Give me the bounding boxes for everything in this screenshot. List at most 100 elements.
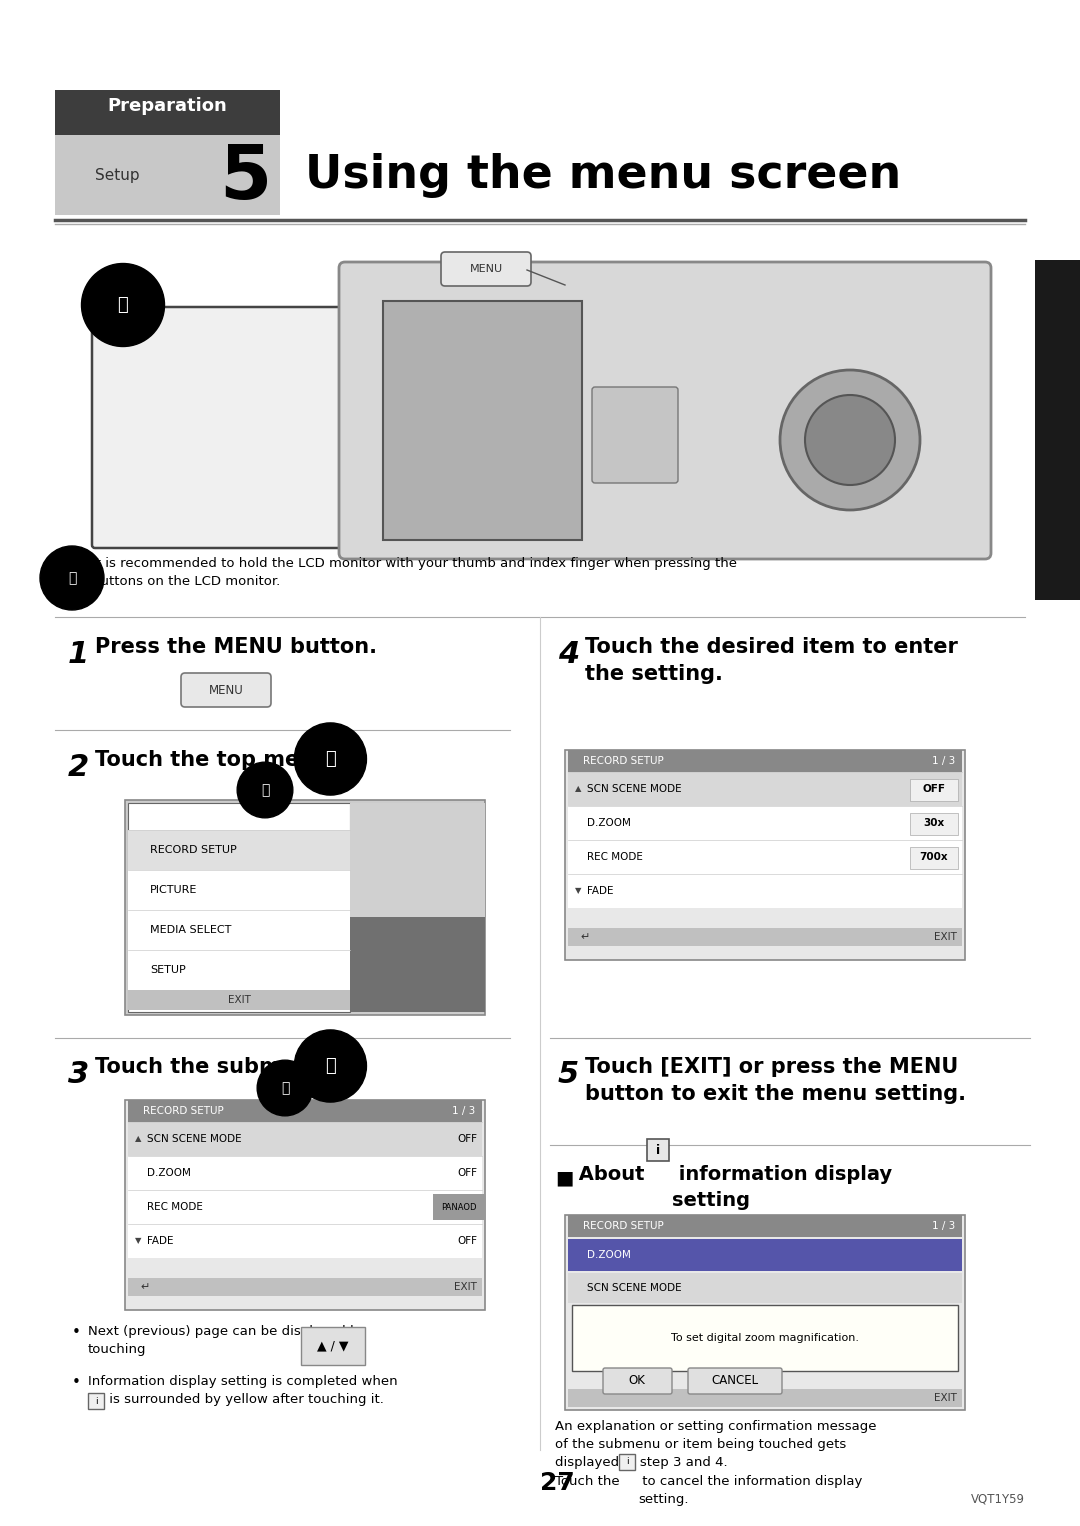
Text: EXIT: EXIT <box>228 995 251 1006</box>
FancyBboxPatch shape <box>910 778 958 801</box>
Text: 5: 5 <box>219 142 271 215</box>
Text: ▲ / ▼: ▲ / ▼ <box>313 1338 352 1352</box>
Text: 1 / 3: 1 / 3 <box>932 1221 955 1231</box>
Text: REC MODE: REC MODE <box>588 852 643 862</box>
FancyBboxPatch shape <box>129 830 350 870</box>
FancyBboxPatch shape <box>129 1190 482 1224</box>
Text: i: i <box>95 1396 97 1405</box>
Text: Using the menu screen: Using the menu screen <box>305 153 901 197</box>
FancyBboxPatch shape <box>568 874 962 908</box>
FancyBboxPatch shape <box>565 1215 966 1410</box>
FancyBboxPatch shape <box>568 839 962 874</box>
Text: D.ZOOM: D.ZOOM <box>147 1167 191 1178</box>
FancyBboxPatch shape <box>910 847 958 868</box>
Text: FADE: FADE <box>588 887 613 896</box>
Text: Touch the submenu: Touch the submenu <box>95 1058 332 1077</box>
FancyBboxPatch shape <box>55 134 280 215</box>
Text: PICTURE: PICTURE <box>150 885 198 896</box>
FancyBboxPatch shape <box>647 1138 669 1161</box>
Text: OK: OK <box>629 1375 646 1387</box>
FancyBboxPatch shape <box>129 990 350 1010</box>
Text: FADE: FADE <box>147 1236 174 1247</box>
FancyBboxPatch shape <box>565 749 966 960</box>
FancyBboxPatch shape <box>129 1122 482 1157</box>
Text: Setup: Setup <box>95 168 139 183</box>
Text: VQT1Y59: VQT1Y59 <box>971 1492 1025 1505</box>
Text: 700x: 700x <box>920 852 948 862</box>
Text: •: • <box>72 1325 81 1340</box>
FancyBboxPatch shape <box>125 1100 485 1309</box>
Text: ▼: ▼ <box>575 887 581 896</box>
FancyBboxPatch shape <box>129 1100 482 1122</box>
Text: Ⓑ: Ⓑ <box>325 1058 336 1074</box>
Text: 1 / 3: 1 / 3 <box>932 755 955 766</box>
Text: information display
setting: information display setting <box>672 1164 892 1210</box>
Text: Touch the desired item to enter
the setting.: Touch the desired item to enter the sett… <box>585 636 958 684</box>
Text: ■: ■ <box>555 1167 573 1187</box>
Text: Ⓑ: Ⓑ <box>281 1080 289 1096</box>
FancyBboxPatch shape <box>125 800 485 1015</box>
FancyBboxPatch shape <box>568 772 962 806</box>
Text: ↵: ↵ <box>580 932 590 942</box>
Text: 1 / 3: 1 / 3 <box>451 1106 475 1116</box>
Text: Touch [EXIT] or press the MENU
button to exit the menu setting.: Touch [EXIT] or press the MENU button to… <box>585 1058 966 1105</box>
Text: 2: 2 <box>68 752 90 781</box>
Text: i: i <box>656 1143 660 1157</box>
FancyBboxPatch shape <box>441 252 531 285</box>
Text: 1: 1 <box>68 639 90 668</box>
Text: RECORD SETUP: RECORD SETUP <box>583 755 664 766</box>
Text: ▼: ▼ <box>135 1236 141 1245</box>
Text: SCN SCENE MODE: SCN SCENE MODE <box>147 1134 242 1144</box>
Text: Ⓐ: Ⓐ <box>118 296 129 314</box>
FancyBboxPatch shape <box>129 951 350 990</box>
Text: Press the MENU button.: Press the MENU button. <box>95 636 377 658</box>
Text: RECORD SETUP: RECORD SETUP <box>143 1106 224 1116</box>
FancyBboxPatch shape <box>568 749 962 772</box>
Text: .: . <box>348 1058 356 1077</box>
Text: ▲: ▲ <box>135 1134 141 1143</box>
Text: About: About <box>572 1164 651 1184</box>
Text: SCN SCENE MODE: SCN SCENE MODE <box>588 784 681 794</box>
Text: Ⓐ: Ⓐ <box>260 783 269 797</box>
Text: 30x: 30x <box>923 818 945 829</box>
FancyBboxPatch shape <box>87 1393 104 1408</box>
Text: Preparation: Preparation <box>107 98 227 114</box>
FancyBboxPatch shape <box>688 1367 782 1393</box>
Text: ↵: ↵ <box>140 1282 149 1293</box>
Text: OFF: OFF <box>457 1167 477 1178</box>
FancyBboxPatch shape <box>92 307 343 548</box>
Text: Touch the: Touch the <box>555 1476 624 1488</box>
FancyBboxPatch shape <box>350 917 485 1012</box>
FancyBboxPatch shape <box>592 388 678 484</box>
FancyBboxPatch shape <box>568 1215 962 1238</box>
Text: •: • <box>72 1375 81 1390</box>
FancyBboxPatch shape <box>129 909 350 951</box>
FancyBboxPatch shape <box>568 928 962 946</box>
FancyBboxPatch shape <box>568 1239 962 1271</box>
Text: OFF: OFF <box>922 784 945 794</box>
Text: SETUP: SETUP <box>150 964 186 975</box>
Text: D.ZOOM: D.ZOOM <box>588 1250 631 1260</box>
Text: Ⓐ: Ⓐ <box>68 571 77 584</box>
FancyBboxPatch shape <box>619 1454 635 1470</box>
FancyBboxPatch shape <box>129 1157 482 1190</box>
Text: MEDIA SELECT: MEDIA SELECT <box>150 925 231 935</box>
Text: It is recommended to hold the LCD monitor with your thumb and index finger when : It is recommended to hold the LCD monito… <box>92 557 737 588</box>
Text: 27: 27 <box>540 1471 575 1495</box>
Text: .: . <box>348 749 356 771</box>
FancyBboxPatch shape <box>603 1367 672 1393</box>
FancyBboxPatch shape <box>129 1224 482 1257</box>
Text: i: i <box>625 1457 629 1466</box>
Text: D.ZOOM: D.ZOOM <box>588 818 631 829</box>
FancyBboxPatch shape <box>339 262 991 559</box>
Text: to cancel the information display
setting.: to cancel the information display settin… <box>638 1476 862 1506</box>
FancyBboxPatch shape <box>181 673 271 707</box>
Text: EXIT: EXIT <box>454 1282 477 1293</box>
Ellipse shape <box>780 369 920 510</box>
FancyBboxPatch shape <box>910 813 958 835</box>
Text: ▲: ▲ <box>575 784 581 794</box>
Text: OFF: OFF <box>457 1236 477 1247</box>
Text: Touch the top menu: Touch the top menu <box>95 749 336 771</box>
Text: An explanation or setting confirmation message
of the submenu or item being touc: An explanation or setting confirmation m… <box>555 1421 877 1470</box>
FancyBboxPatch shape <box>1035 259 1080 600</box>
